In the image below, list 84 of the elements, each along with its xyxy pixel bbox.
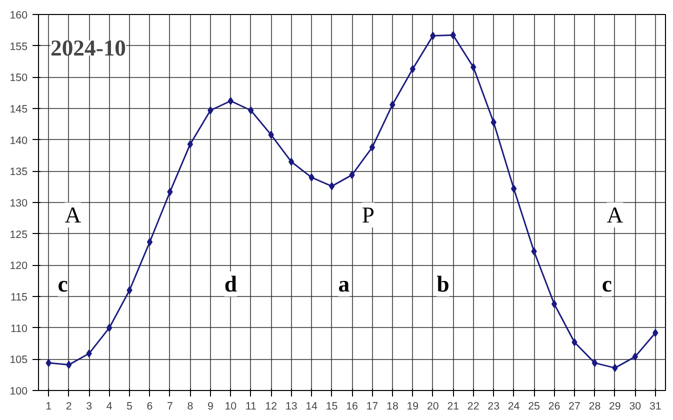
point bbox=[572, 338, 578, 346]
x-tick-label: 2 bbox=[66, 400, 72, 412]
y-tick-label: 150 bbox=[10, 72, 28, 84]
annotation: P bbox=[362, 202, 374, 228]
x-tick-label: 25 bbox=[528, 400, 540, 412]
point bbox=[146, 238, 153, 246]
point bbox=[66, 360, 72, 369]
point bbox=[86, 350, 92, 358]
x-tick-label: 26 bbox=[548, 400, 560, 412]
point bbox=[531, 247, 537, 256]
x-tick-label: 19 bbox=[406, 400, 419, 412]
point bbox=[46, 358, 52, 367]
x-tick-label: 11 bbox=[245, 400, 256, 412]
x-tick-label: 21 bbox=[447, 400, 460, 412]
y-tick-label: 145 bbox=[10, 104, 28, 116]
point bbox=[490, 118, 496, 126]
y-tick-label: 155 bbox=[10, 40, 28, 53]
x-tick-label: 31 bbox=[649, 400, 662, 412]
point bbox=[430, 32, 436, 40]
y-tick-label: 105 bbox=[10, 354, 28, 366]
annotation: A bbox=[64, 202, 82, 228]
y-tick-label: 130 bbox=[10, 198, 28, 210]
point bbox=[510, 184, 517, 193]
annotation: b bbox=[436, 271, 450, 296]
y-tick-label: 160 bbox=[10, 10, 28, 22]
point bbox=[106, 324, 112, 332]
x-tick-label: 5 bbox=[126, 400, 133, 412]
x-tick-label: 3 bbox=[86, 400, 92, 412]
point bbox=[390, 100, 396, 109]
point bbox=[592, 358, 598, 367]
point bbox=[167, 188, 173, 196]
y-tick-label: 140 bbox=[10, 134, 28, 147]
y-tick-label: 135 bbox=[10, 166, 28, 178]
x-tick-label: 30 bbox=[629, 400, 642, 412]
y-tick-label: 120 bbox=[10, 260, 28, 272]
y-tick-label: 125 bbox=[10, 228, 28, 241]
point bbox=[470, 63, 476, 72]
point bbox=[328, 182, 335, 190]
annotation: A bbox=[606, 202, 624, 228]
x-tick-label: 7 bbox=[167, 400, 174, 412]
y-tick-label: 100 bbox=[10, 386, 28, 398]
point bbox=[349, 170, 355, 179]
point bbox=[612, 364, 618, 372]
x-tick-label: 9 bbox=[207, 400, 214, 412]
annotation: c bbox=[602, 271, 612, 296]
x-tick-label: 18 bbox=[386, 400, 398, 412]
point bbox=[248, 106, 254, 114]
x-tick-label: 16 bbox=[346, 400, 358, 412]
point bbox=[450, 31, 456, 40]
x-tick-label: 20 bbox=[426, 400, 439, 412]
text: 2024-10 bbox=[50, 36, 126, 60]
x-tick-label: 4 bbox=[106, 400, 112, 412]
point bbox=[268, 130, 274, 139]
point bbox=[632, 352, 638, 361]
point bbox=[228, 96, 234, 105]
y-tick-label: 115 bbox=[10, 292, 28, 304]
x-tick-label: 23 bbox=[488, 400, 500, 412]
point bbox=[288, 158, 294, 166]
annotation: d bbox=[224, 271, 238, 296]
x-tick-label: 17 bbox=[366, 400, 378, 412]
x-tick-label: 22 bbox=[467, 400, 480, 412]
point bbox=[208, 106, 214, 114]
y-tick-label: 110 bbox=[10, 322, 28, 335]
x-tick-label: 12 bbox=[265, 400, 278, 412]
x-tick-label: 24 bbox=[508, 400, 520, 412]
x-tick-label: 1 bbox=[46, 400, 52, 412]
x-tick-label: 14 bbox=[306, 400, 318, 412]
x-tick-label: 27 bbox=[568, 400, 580, 412]
point bbox=[410, 65, 416, 74]
point bbox=[551, 300, 558, 308]
x-tick-label: 29 bbox=[609, 400, 621, 412]
point bbox=[187, 140, 194, 148]
point bbox=[369, 143, 376, 152]
point bbox=[126, 286, 132, 294]
x-tick-label: 6 bbox=[146, 400, 153, 412]
x-tick-label: 8 bbox=[187, 400, 194, 412]
x-tick-label: 28 bbox=[588, 400, 601, 412]
annotation: a bbox=[338, 271, 350, 296]
x-tick-label: 15 bbox=[326, 400, 338, 412]
point bbox=[308, 173, 314, 182]
x-tick-label: 10 bbox=[224, 400, 237, 412]
point bbox=[652, 328, 658, 337]
annotation: c bbox=[58, 271, 68, 296]
x-tick-label: 13 bbox=[285, 400, 298, 412]
